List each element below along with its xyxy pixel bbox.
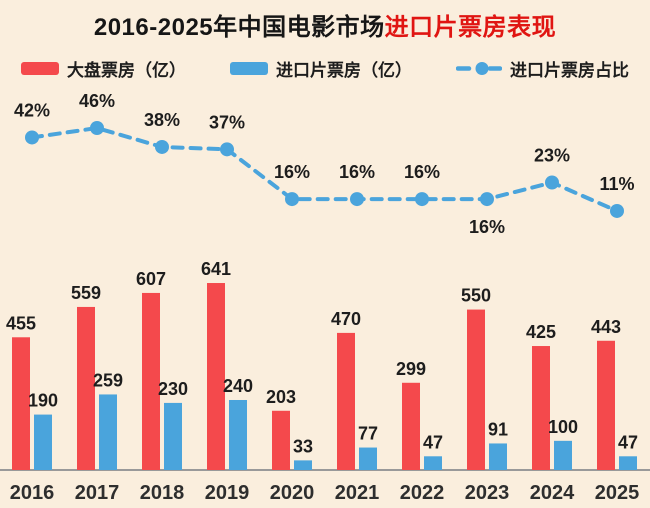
import-share-label-2021: 16% bbox=[339, 162, 375, 182]
legend-label-gross: 大盘票房（亿） bbox=[67, 61, 186, 80]
import-share-label-2016: 42% bbox=[14, 100, 50, 120]
import-share-line bbox=[30, 126, 619, 213]
import-bar-2021 bbox=[359, 447, 377, 470]
import-share-label-2019: 37% bbox=[209, 112, 245, 132]
import-share-point-2023 bbox=[480, 192, 494, 207]
gross-bar-2025 bbox=[597, 340, 615, 470]
import-bar-2023 bbox=[489, 443, 507, 470]
gross-bar-value-label-2018: 607 bbox=[136, 269, 166, 289]
import-bar-value-label-2016: 190 bbox=[28, 391, 58, 411]
import-bar-value-label-2024: 100 bbox=[548, 417, 578, 437]
gross-bar-value-label-2025: 443 bbox=[591, 317, 621, 337]
gross-bar-2017 bbox=[77, 306, 95, 470]
import-bar-2024 bbox=[554, 440, 572, 470]
import-bar-2017 bbox=[99, 394, 117, 470]
x-tick-label-2017: 2017 bbox=[75, 482, 120, 504]
import-share-label-2018: 38% bbox=[144, 110, 180, 130]
gross-bar-2023 bbox=[467, 309, 485, 470]
import-share-point-2018 bbox=[155, 139, 169, 154]
import-bar-value-label-2019: 240 bbox=[223, 376, 253, 396]
x-tick-label-2021: 2021 bbox=[335, 482, 380, 504]
legend-item-import-boxoffice: 进口片票房（亿） bbox=[230, 56, 412, 81]
gross-bar-value-label-2019: 641 bbox=[201, 259, 231, 279]
import-bar-2025 bbox=[619, 456, 637, 470]
red-bar-swatch-icon bbox=[21, 62, 59, 75]
import-share-point-2019 bbox=[220, 142, 234, 157]
gross-bar-value-label-2022: 299 bbox=[396, 359, 426, 379]
x-tick-label-2016: 2016 bbox=[10, 482, 55, 504]
gross-bar-2018 bbox=[142, 292, 160, 470]
import-share-point-2022 bbox=[415, 192, 429, 207]
legend-label-import: 进口片票房（亿） bbox=[276, 61, 412, 80]
import-bar-2019 bbox=[229, 399, 247, 470]
gross-bar-value-label-2021: 470 bbox=[331, 309, 361, 329]
import-share-label-2020: 16% bbox=[274, 162, 310, 182]
import-bar-value-label-2023: 91 bbox=[488, 419, 508, 439]
import-bar-value-label-2022: 47 bbox=[423, 432, 443, 452]
gross-bar-value-label-2020: 203 bbox=[266, 387, 296, 407]
legend: 大盘票房（亿） 进口片票房（亿） 进口片票房占比 bbox=[0, 56, 650, 81]
title-red-part: 进口片票房表现 bbox=[384, 14, 557, 41]
gross-bar-2021 bbox=[337, 332, 355, 470]
import-bar-value-label-2020: 33 bbox=[293, 436, 313, 456]
gross-bar-2019 bbox=[207, 283, 225, 470]
gross-bar-2016 bbox=[12, 337, 30, 470]
import-bar-2018 bbox=[164, 402, 182, 470]
import-share-point-2024 bbox=[545, 175, 559, 190]
import-bar-2016 bbox=[34, 414, 52, 470]
import-share-point-2016 bbox=[25, 130, 39, 145]
title-black-part: 2016-2025年中国电影市场 bbox=[93, 14, 385, 41]
gross-bar-2024 bbox=[532, 346, 550, 470]
import-share-point-2021 bbox=[350, 192, 364, 207]
x-tick-label-2023: 2023 bbox=[465, 482, 510, 504]
import-share-label-2017: 46% bbox=[79, 91, 115, 111]
import-bar-value-label-2017: 259 bbox=[93, 370, 123, 390]
import-bar-value-label-2021: 77 bbox=[358, 424, 378, 444]
legend-item-gross-boxoffice: 大盘票房（亿） bbox=[21, 56, 186, 81]
import-bar-value-label-2025: 47 bbox=[618, 432, 638, 452]
x-tick-label-2018: 2018 bbox=[140, 482, 185, 504]
blue-bar-swatch-icon bbox=[230, 62, 268, 75]
import-share-label-2025: 11% bbox=[599, 174, 634, 194]
import-share-label-2022: 16% bbox=[404, 162, 440, 182]
gross-bar-value-label-2024: 425 bbox=[526, 322, 556, 342]
gross-bar-value-label-2016: 455 bbox=[6, 313, 36, 333]
dashed-line-dot-icon bbox=[456, 62, 502, 75]
gross-bar-value-label-2023: 550 bbox=[461, 286, 491, 306]
gross-bar-value-label-2017: 559 bbox=[71, 283, 101, 303]
gross-bar-2022 bbox=[402, 382, 420, 470]
import-share-label-2024: 23% bbox=[534, 146, 570, 166]
x-tick-label-2020: 2020 bbox=[270, 482, 315, 504]
import-share-point-2017 bbox=[90, 121, 104, 135]
legend-label-share: 进口片票房占比 bbox=[510, 61, 629, 80]
legend-item-import-share: 进口片票房占比 bbox=[456, 56, 629, 81]
page-title: 2016-2025年中国电影市场进口片票房表现 bbox=[0, 7, 650, 42]
x-tick-label-2019: 2019 bbox=[205, 482, 250, 504]
x-tick-label-2022: 2022 bbox=[400, 482, 445, 504]
import-bar-value-label-2018: 230 bbox=[158, 379, 188, 399]
gross-bar-2020 bbox=[272, 410, 290, 470]
import-share-point-2025 bbox=[610, 203, 624, 218]
import-share-point-2020 bbox=[285, 192, 299, 207]
import-share-label-2023: 16% bbox=[469, 217, 505, 237]
import-bar-2022 bbox=[424, 456, 442, 470]
x-tick-label-2024: 2024 bbox=[530, 482, 575, 504]
x-tick-label-2025: 2025 bbox=[595, 482, 640, 504]
import-bar-2020 bbox=[294, 460, 312, 470]
